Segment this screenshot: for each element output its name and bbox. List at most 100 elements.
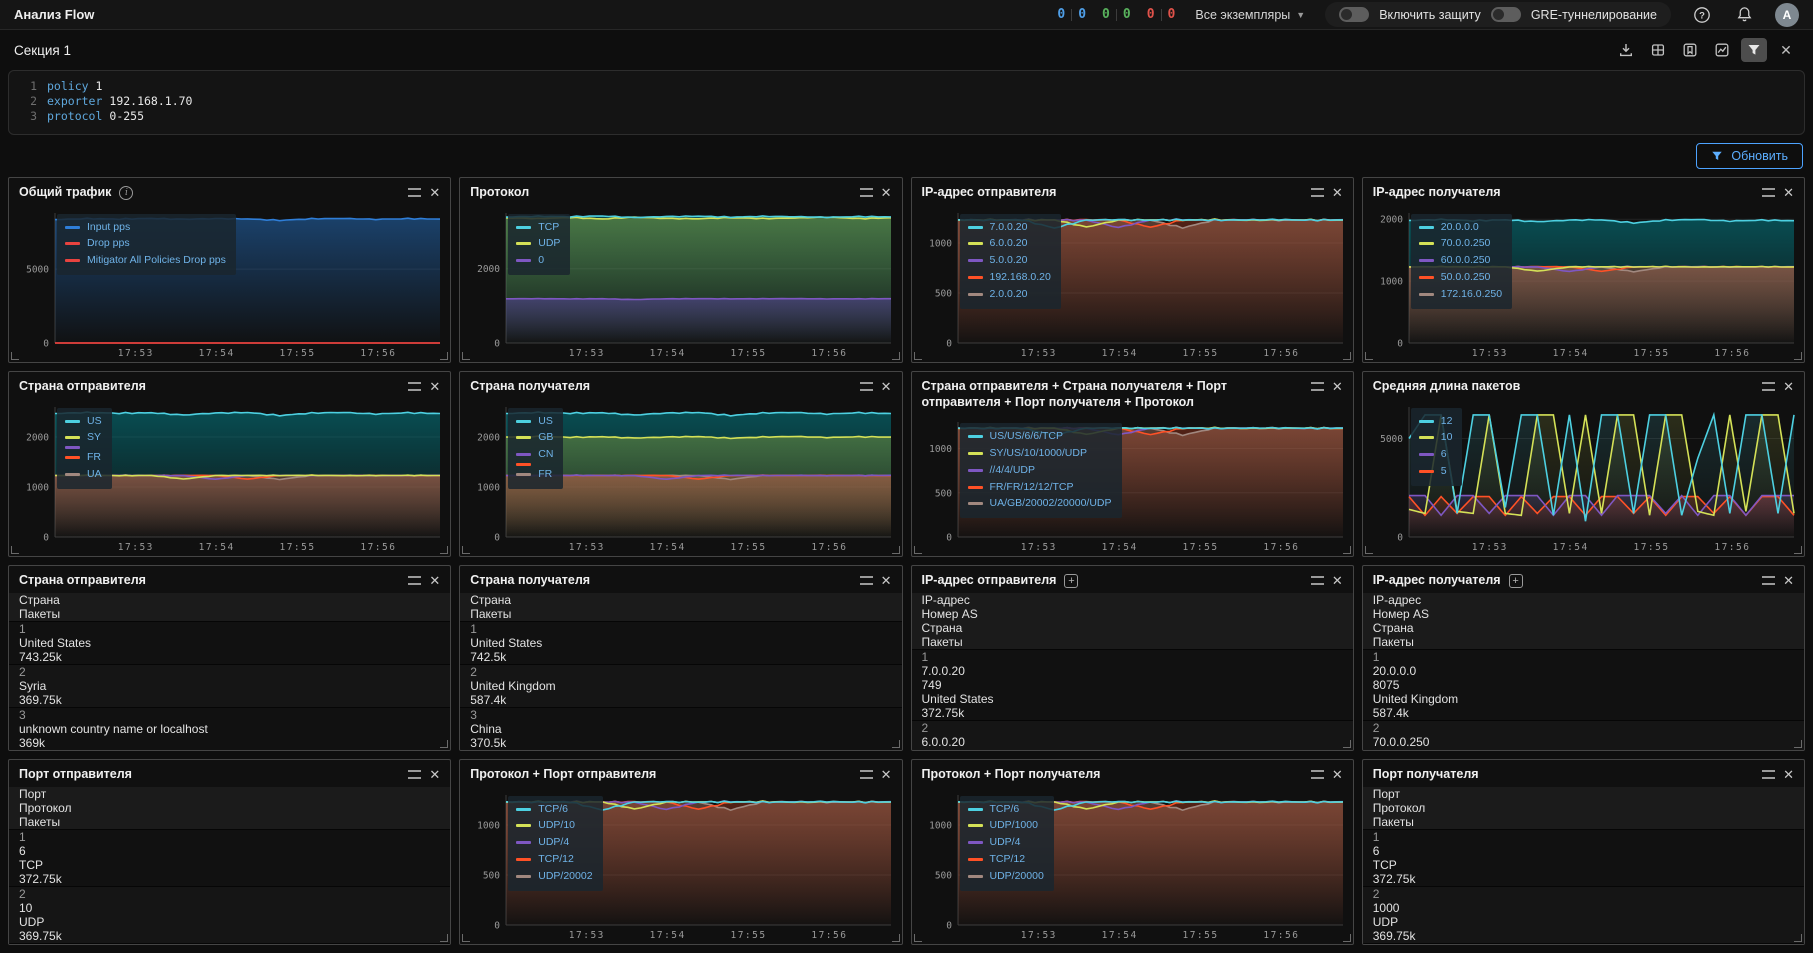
panel-menu-icon[interactable] [1762,188,1775,197]
legend-item[interactable]: 172.16.0.250 [1419,286,1502,303]
legend-item[interactable]: SY [65,429,102,446]
panel-menu-icon[interactable] [1311,382,1324,391]
svg-text:17:53: 17:53 [1020,542,1056,553]
legend-item[interactable]: UDP [516,235,560,252]
panel-close-icon[interactable]: ✕ [429,380,440,393]
legend-item[interactable]: FR/FR/12/12/TCP [968,479,1112,496]
table-cell: 1000 [1373,901,1794,915]
legend-item[interactable]: TCP/6 [516,801,592,818]
panel-menu-icon[interactable] [408,188,421,197]
panel-close-icon[interactable]: ✕ [881,380,892,393]
legend-item[interactable]: 5 [1419,463,1453,480]
panel-menu-icon[interactable] [860,770,873,779]
table-cell: 587.4k [1373,706,1794,720]
panel-close-icon[interactable]: ✕ [429,574,440,587]
panel-menu-icon[interactable] [860,576,873,585]
panel-close-icon[interactable]: ✕ [1332,768,1343,781]
legend-item[interactable]: //4/4/UDP [968,462,1112,479]
legend-item[interactable]: 70.0.0.250 [1419,235,1502,252]
legend-item[interactable]: 20.0.0.0 [1419,219,1502,236]
panel-menu-icon[interactable] [408,576,421,585]
legend-item[interactable]: UDP/20002 [516,868,592,885]
legend-item[interactable]: TCP/12 [968,851,1044,868]
gre-toggle[interactable] [1491,7,1521,22]
panel-close-icon[interactable]: ✕ [1783,768,1794,781]
panel-menu-icon[interactable] [1762,576,1775,585]
legend-item[interactable]: UA [65,466,102,483]
legend-item[interactable]: US [516,413,553,430]
panel-menu-icon[interactable] [408,770,421,779]
refresh-button[interactable]: Обновить [1696,143,1803,169]
legend-item[interactable]: UDP/20000 [968,868,1044,885]
legend-item[interactable]: 192.168.0.20 [968,269,1051,286]
legend-item[interactable]: UDP/4 [968,834,1044,851]
legend-item[interactable]: 6.0.0.20 [968,235,1051,252]
chart-view-icon[interactable] [1709,38,1735,62]
legend-item[interactable]: UDP/4 [516,834,592,851]
legend-item[interactable]: Mitigator All Policies Drop pps [65,252,226,269]
legend-item[interactable]: 50.0.0.250 [1419,269,1502,286]
protection-toggle[interactable] [1339,7,1369,22]
legend-item[interactable]: 6 [1419,446,1453,463]
legend-item[interactable]: CN [516,446,553,463]
panel-menu-icon[interactable] [1311,770,1324,779]
panel-close-icon[interactable]: ✕ [1332,574,1343,587]
legend-item[interactable]: 7.0.0.20 [968,219,1051,236]
legend-item[interactable]: UDP/1000 [968,817,1044,834]
legend-item[interactable]: US/US/6/6/TCP [968,428,1112,445]
panel-close-icon[interactable]: ✕ [1783,186,1794,199]
legend-label: 5.0.0.20 [990,252,1028,269]
panel-menu-icon[interactable] [408,382,421,391]
panel-menu-icon[interactable] [860,382,873,391]
legend-item[interactable]: 0 [516,252,560,269]
legend-item[interactable]: US [65,413,102,430]
filter-icon[interactable] [1741,38,1767,62]
legend-item[interactable]: 12 [1419,413,1453,430]
panel-close-icon[interactable]: ✕ [1783,380,1794,393]
legend-item[interactable]: UDP/10 [516,817,592,834]
section-close-icon[interactable]: ✕ [1773,38,1799,62]
panel-close-icon[interactable]: ✕ [1332,380,1343,393]
panel-close-icon[interactable]: ✕ [881,186,892,199]
info-icon[interactable]: i [119,186,133,200]
legend-item[interactable]: TCP [516,219,560,236]
legend-item[interactable]: TCP/12 [516,851,592,868]
bell-icon[interactable] [1733,4,1755,26]
legend-item[interactable]: Input pps [65,219,226,236]
legend-item[interactable]: UA/GB/20002/20000/UDP [968,495,1112,512]
instances-dropdown[interactable]: Все экземпляры▼ [1195,8,1305,22]
download-icon[interactable] [1613,38,1639,62]
panel-menu-icon[interactable] [1762,770,1775,779]
panel-menu-icon[interactable] [1762,382,1775,391]
panel-close-icon[interactable]: ✕ [429,186,440,199]
table-cell: 6 [1373,844,1794,858]
legend-item[interactable]: FR [516,466,553,483]
column-header: Пакеты [19,607,440,621]
expand-columns-icon[interactable]: + [1509,574,1523,588]
panel-menu-icon[interactable] [860,188,873,197]
legend-item[interactable]: 60.0.0.250 [1419,252,1502,269]
legend-item[interactable]: 2.0.0.20 [968,286,1051,303]
legend-item[interactable]: SY/US/10/1000/UDP [968,445,1112,462]
panel-close-icon[interactable]: ✕ [429,768,440,781]
panel-menu-icon[interactable] [1311,576,1324,585]
bookmark-icon[interactable] [1677,38,1703,62]
legend-item[interactable]: Drop pps [65,235,226,252]
legend-item[interactable]: TCP/6 [968,801,1044,818]
panel-menu-icon[interactable] [1311,188,1324,197]
legend-item[interactable]: FR [65,449,102,466]
legend-item[interactable]: 5.0.0.20 [968,252,1051,269]
expand-columns-icon[interactable]: + [1064,574,1078,588]
panel-close-icon[interactable]: ✕ [881,574,892,587]
panel-close-icon[interactable]: ✕ [881,768,892,781]
legend-item[interactable]: GB [516,429,553,446]
panel-close-icon[interactable]: ✕ [1783,574,1794,587]
panel-close-icon[interactable]: ✕ [1332,186,1343,199]
help-icon[interactable]: ? [1691,4,1713,26]
table-view-icon[interactable] [1645,38,1671,62]
avatar[interactable]: A [1775,3,1799,27]
legend-item[interactable]: 10 [1419,429,1453,446]
